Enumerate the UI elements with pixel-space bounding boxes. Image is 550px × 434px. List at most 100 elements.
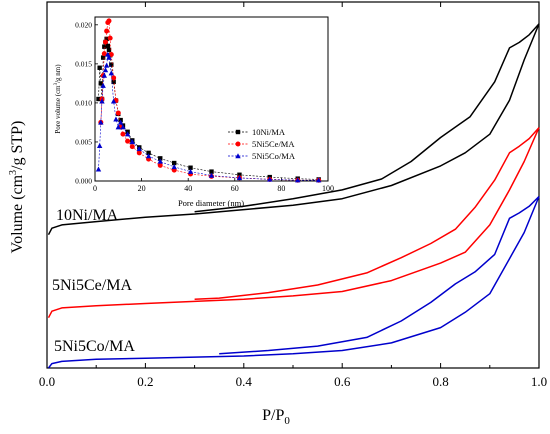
inset-plot-frame [94, 16, 329, 182]
main-x-tick-label: 0.8 [432, 374, 448, 389]
inset-point-5ni5co-ma [98, 119, 104, 125]
series-label-10ni-ma: 10Ni/MA [56, 207, 119, 224]
series-5ni5co-ma-adsorption-line [47, 196, 540, 369]
inset-point-5ni5co-ma [157, 158, 163, 164]
inset-point-5ni5ce-ma [129, 144, 135, 150]
inset-y-tick-label: 0.010 [75, 98, 92, 107]
inset-point-5ni5co-ma [99, 98, 105, 104]
inset-point-5ni5ce-ma [107, 35, 113, 41]
inset-point-10ni-ma [111, 79, 116, 85]
inset-point-5ni5co-ma [145, 153, 152, 159]
inset-series-5ni5co-ma-line [98, 54, 319, 181]
inset-point-5ni5ce-ma [157, 162, 163, 168]
inset-point-5ni5co-ma [115, 124, 121, 130]
main-x-tick-label: 0.0 [39, 374, 55, 389]
inset-axes: 0 20 40 60 80 100 0.000 0.005 0.010 0.015 0.020 [75, 20, 334, 193]
inset-point-5ni5co-ma [95, 166, 102, 172]
inset-legend-label-5ni5ce-ma: 5Ni5Ce/MA [252, 139, 295, 149]
inset-point-5ni5co-ma [101, 72, 108, 78]
series-5ni5ce-ma-adsorption-line [47, 127, 540, 319]
series-10ni-ma-desorption-line [194, 23, 540, 213]
inset-point-5ni5co-ma [208, 172, 215, 178]
inset-legend-marker-10ni-ma [235, 129, 241, 135]
inset-y-tick-label: 0.015 [75, 59, 92, 68]
inset-x-tick-label: 40 [184, 184, 192, 193]
main-x-axis: 0.0 0.2 0.4 0.6 0.8 1.0 [39, 2, 547, 389]
main-x-tick-label: 0.4 [236, 374, 253, 389]
main-x-tick-label: 0.6 [334, 374, 351, 389]
series-label-5ni5ce-ma: 5Ni5Ce/MA [52, 277, 132, 294]
inset-x-axis-label: Pore diameter (nm) [178, 198, 244, 208]
series-label-5ni5co-ma: 5Ni5Co/MA [54, 338, 135, 355]
inset-x-tick-label: 60 [231, 184, 239, 193]
inset-series-10ni-ma-line [98, 37, 319, 180]
inset-legend: 10Ni/MA 5Ni5Ce/MA 5Ni5Co/MA [228, 127, 296, 161]
inset-point-5ni5co-ma [102, 67, 109, 73]
inset-legend-label-10ni-ma: 10Ni/MA [252, 127, 286, 137]
series-5ni5ce-ma-desorption-line [194, 127, 540, 300]
inset-point-5ni5co-ma [108, 70, 115, 76]
inset-point-5ni5co-ma [267, 176, 273, 182]
inset-point-10ni-ma [109, 62, 114, 67]
series-5ni5co-ma-desorption-line [219, 195, 540, 355]
inset-y-tick-label: 0.000 [75, 177, 92, 186]
inset-point-10ni-ma [106, 47, 112, 52]
inset-point-5ni5ce-ma [136, 150, 142, 156]
inset-point-5ni5ce-ma [120, 131, 126, 137]
inset-point-10ni-ma [100, 55, 106, 60]
main-x-axis-label: P/P0 [262, 407, 290, 427]
inset-legend-marker-5ni5co-ma [235, 153, 241, 159]
inset-point-5ni5ce-ma [101, 51, 107, 57]
inset-point-10ni-ma [97, 65, 102, 70]
inset-point-5ni5ce-ma [108, 51, 114, 57]
inset-series-5ni5ce-ma-line [100, 20, 319, 181]
inset-point-10ni-ma [146, 150, 151, 156]
inset-point-5ni5ce-ma [111, 75, 117, 81]
inset-point-5ni5co-ma [110, 98, 117, 104]
inset-x-tick-label: 0 [93, 184, 97, 193]
inset-point-10ni-ma [209, 169, 214, 174]
inset-point-5ni5co-ma [136, 146, 142, 152]
inset-point-5ni5ce-ma [106, 18, 112, 24]
main-x-tick-label: 0.2 [137, 374, 153, 389]
inset-x-tick-label: 20 [138, 184, 146, 193]
inset-point-5ni5co-ma [295, 177, 301, 183]
inset-series-group [95, 18, 322, 183]
inset-point-5ni5co-ma [96, 143, 103, 149]
inset-point-10ni-ma [158, 156, 163, 161]
inset-x-tick-label: 80 [277, 184, 285, 193]
inset-point-5ni5co-ma [171, 164, 177, 170]
inset-point-5ni5co-ma [315, 177, 322, 183]
inset-point-5ni5co-ma [103, 62, 110, 68]
inset-point-5ni5co-ma [120, 124, 126, 130]
inset-point-5ni5co-ma [100, 82, 106, 88]
inset-y-tick-label: 0.005 [75, 137, 92, 146]
main-x-tick-label: 1.0 [531, 374, 547, 389]
inset-point-10ni-ma [96, 96, 101, 102]
inset-point-5ni5ce-ma [102, 39, 108, 45]
main-y-axis-label: Volume (cm3/g STP) [8, 121, 26, 254]
inset-point-5ni5ce-ma [104, 28, 110, 34]
inset-point-10ni-ma [188, 165, 193, 170]
inset-point-10ni-ma [98, 81, 104, 86]
inset-y-axis-label: Pore volume (cm3/g nm) [54, 64, 62, 134]
inset-legend-marker-5ni5ce-ma [235, 141, 241, 147]
inset-point-10ni-ma [105, 43, 111, 49]
inset-point-5ni5ce-ma [125, 138, 131, 144]
main-series-group [47, 23, 540, 369]
inset-point-5ni5co-ma [129, 139, 135, 145]
series-10ni-ma-adsorption-line [47, 23, 540, 236]
inset-point-5ni5co-ma [236, 175, 243, 181]
inset-point-5ni5co-ma [106, 54, 112, 60]
inset-point-10ni-ma [237, 172, 242, 177]
inset-point-5ni5co-ma [117, 119, 124, 125]
inset-point-5ni5co-ma [187, 168, 194, 174]
inset-point-10ni-ma [102, 44, 107, 49]
inset-point-10ni-ma [104, 36, 109, 42]
inset-point-5ni5co-ma [113, 116, 119, 122]
inset-x-tick-label: 100 [322, 184, 334, 193]
inset-y-tick-label: 0.020 [75, 20, 92, 29]
inset-point-5ni5co-ma [124, 131, 131, 137]
inset-legend-label-5ni5co-ma: 5Ni5Co/MA [252, 151, 296, 161]
